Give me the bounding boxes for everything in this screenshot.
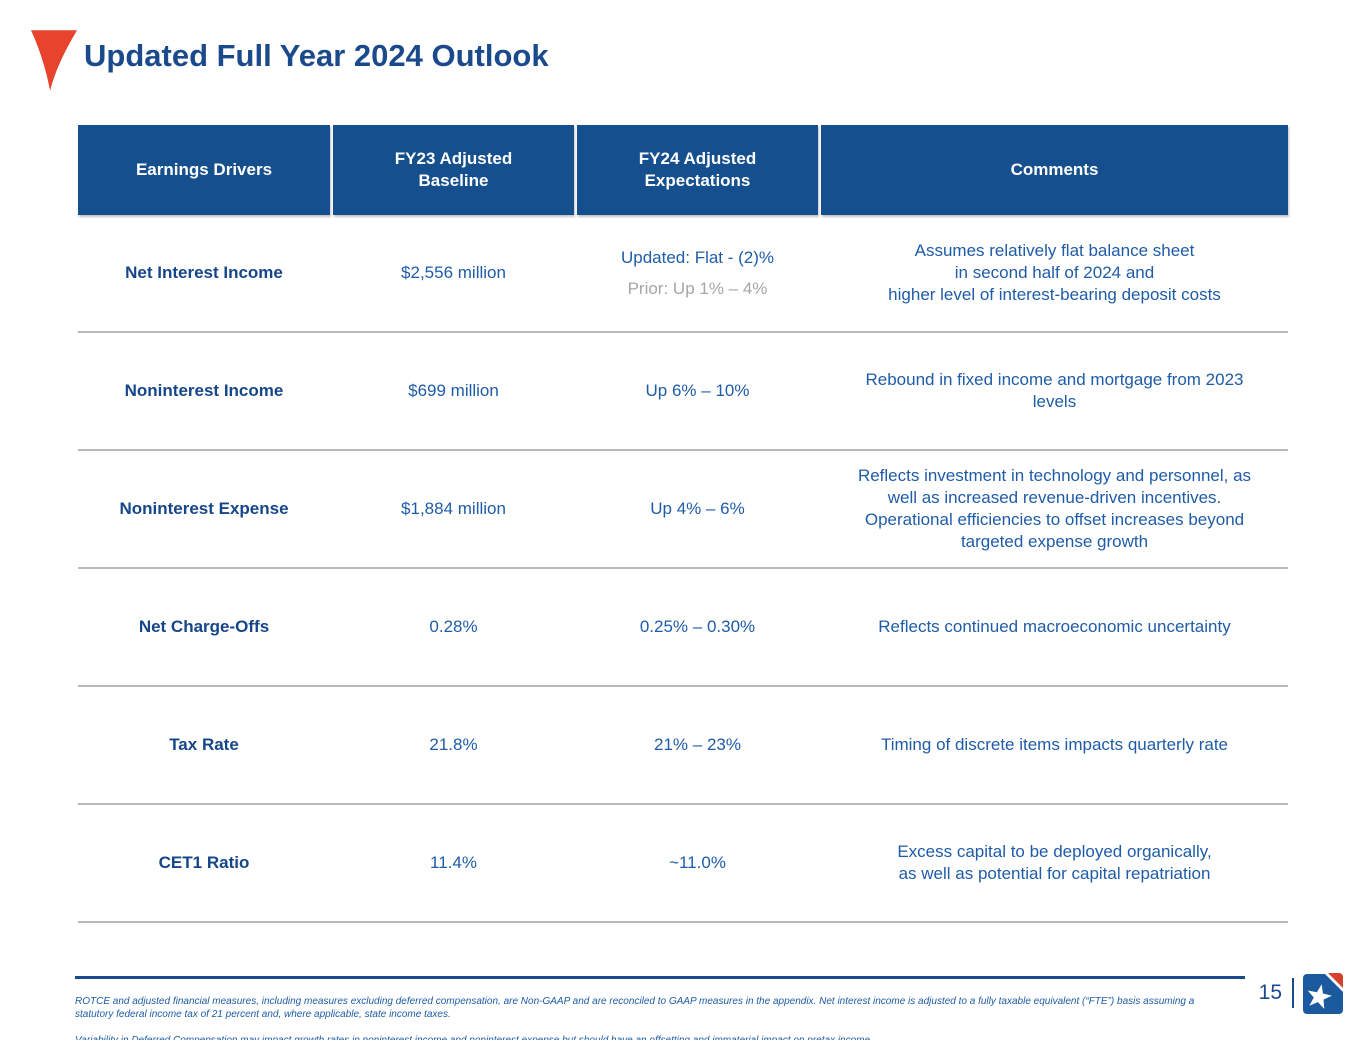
fy23-cell: 0.28% <box>429 617 478 636</box>
footnote-divider <box>75 976 1245 979</box>
table-row-noninterest-income: Noninterest Income $699 million Up 6% – … <box>78 333 1288 451</box>
comments-cell: Excess capital to be deployed organicall… <box>897 842 1212 883</box>
comments-cell: Timing of discrete items impacts quarter… <box>880 735 1229 754</box>
header-earnings-drivers: Earnings Drivers <box>78 125 330 215</box>
driver-cell: Net Charge-Offs <box>138 617 270 636</box>
fy23-cell: $2,556 million <box>401 263 506 282</box>
outlook-table: Earnings Drivers FY23 Adjusted Baseline … <box>78 125 1288 923</box>
fy23-cell: $1,884 million <box>401 499 506 518</box>
fy24-prior-value: Prior: Up 1% – 4% <box>627 278 768 298</box>
driver-cell: Tax Rate <box>169 735 239 754</box>
table-row-net-charge-offs: Net Charge-Offs 0.28% 0.25% – 0.30% Refl… <box>78 569 1288 687</box>
fy24-cell: 21% – 23% <box>654 735 741 754</box>
driver-cell: Net Interest Income <box>125 263 283 282</box>
table-header-row: Earnings Drivers FY23 Adjusted Baseline … <box>78 125 1288 215</box>
comments-cell: Assumes relatively flat balance sheet in… <box>888 241 1221 304</box>
footnote-paragraph-2: Variability in Deferred Compensation may… <box>75 1034 1235 1040</box>
header-fy24-adjusted-expectations: FY24 Adjusted Expectations <box>577 125 818 215</box>
fy23-cell: 11.4% <box>430 853 477 872</box>
driver-cell: CET1 Ratio <box>158 853 250 872</box>
header-comments: Comments <box>821 125 1288 215</box>
driver-cell: Noninterest Expense <box>119 499 289 518</box>
fy23-cell: 21.8% <box>429 735 478 754</box>
comments-cell: Reflects continued macroeconomic uncerta… <box>878 617 1231 636</box>
slide-header: Updated Full Year 2024 Outlook <box>30 28 549 94</box>
page-number-divider <box>1292 978 1294 1008</box>
fy24-updated-value: Updated: Flat - (2)% <box>620 247 775 267</box>
table-row-cet1-ratio: CET1 Ratio 11.4% ~11.0% Excess capital t… <box>78 805 1288 923</box>
footnote-text: ROTCE and adjusted financial measures, i… <box>75 982 1235 1040</box>
fy24-cell: Updated: Flat - (2)% Prior: Up 1% – 4% <box>577 247 818 300</box>
page-title: Updated Full Year 2024 Outlook <box>84 38 549 73</box>
comments-cell: Rebound in fixed income and mortgage fro… <box>865 370 1244 411</box>
fy24-cell: Up 6% – 10% <box>645 381 750 400</box>
comments-cell: Reflects investment in technology and pe… <box>857 466 1252 551</box>
star-flag-logo-icon <box>1303 972 1343 1014</box>
footnote-paragraph-1: ROTCE and adjusted financial measures, i… <box>75 996 1195 1020</box>
table-row-noninterest-expense: Noninterest Expense $1,884 million Up 4%… <box>78 451 1288 569</box>
fy24-cell: 0.25% – 0.30% <box>639 617 756 636</box>
fy23-cell: $699 million <box>408 381 499 400</box>
page-footer: 15 <box>1259 972 1343 1014</box>
header-fy23-adjusted-baseline: FY23 Adjusted Baseline <box>333 125 574 215</box>
page-number: 15 <box>1258 981 1282 1004</box>
table-row-tax-rate: Tax Rate 21.8% 21% – 23% Timing of discr… <box>78 687 1288 805</box>
fy24-cell: Up 4% – 6% <box>650 499 745 518</box>
driver-cell: Noninterest Income <box>124 381 284 400</box>
table-row-net-interest-income: Net Interest Income $2,556 million Updat… <box>78 215 1288 333</box>
red-flag-icon <box>30 30 78 91</box>
fy24-cell: ~11.0% <box>669 853 726 872</box>
